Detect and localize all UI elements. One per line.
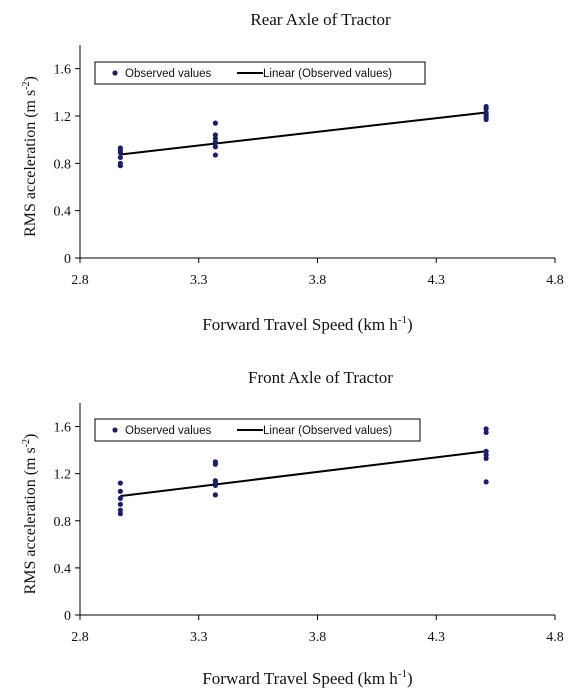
data-point	[117, 488, 123, 494]
legend-marker-observed	[112, 427, 118, 433]
y-tick-label: 0	[64, 252, 71, 267]
legend: Observed values Linear (Observed values)	[94, 61, 426, 85]
legend-label-observed: Observed values	[125, 68, 212, 80]
y-tick-label: 0.8	[54, 515, 72, 530]
x-tick-label: 4.3	[428, 630, 446, 645]
y-tick-label: 1.6	[54, 421, 72, 436]
y-axis-label: RMS acceleration (m s-2)	[21, 434, 39, 595]
x-tick-label: 4.3	[428, 273, 446, 288]
legend-label-linear: Linear (Observed values)	[263, 68, 392, 80]
y-tick-label: 0.4	[54, 562, 72, 577]
x-axis-label: Forward Travel Speed (km h-1)	[202, 668, 412, 688]
y-tick-label: 0	[64, 609, 71, 624]
data-point	[212, 152, 218, 158]
data-point	[117, 507, 123, 513]
y-tick-label: 1.2	[54, 468, 72, 483]
data-point	[212, 492, 218, 498]
data-point	[117, 501, 123, 507]
y-tick-label: 0.8	[54, 157, 72, 172]
x-tick-label: 4.8	[546, 273, 564, 288]
y-tick-label: 1.6	[54, 63, 72, 78]
x-axis-label: Forward Travel Speed (km h-1)	[202, 314, 412, 334]
x-tick-label: 3.8	[309, 630, 327, 645]
data-point	[212, 478, 218, 484]
legend-label-observed: Observed values	[125, 425, 212, 437]
x-tick-label: 2.8	[71, 630, 89, 645]
data-point	[212, 120, 218, 126]
chart-title: Front Axle of Tractor	[248, 368, 393, 387]
trend-line	[120, 450, 487, 498]
legend-marker-observed	[112, 70, 118, 76]
legend: Observed values Linear (Observed values)	[94, 418, 421, 442]
x-tick-label: 2.8	[71, 273, 89, 288]
data-point	[117, 480, 123, 486]
data-point	[212, 132, 218, 138]
data-point	[212, 144, 218, 150]
data-point	[117, 154, 123, 161]
data-point	[483, 479, 489, 485]
data-point	[483, 448, 489, 454]
y-tick-label: 1.2	[54, 110, 72, 125]
chart-title: Rear Axle of Tractor	[250, 10, 391, 29]
trend-line	[120, 111, 487, 156]
data-point	[117, 145, 123, 151]
x-tick-label: 3.3	[190, 273, 208, 288]
data-point	[483, 426, 489, 432]
data-point	[117, 160, 123, 166]
legend-label-linear: Linear (Observed values)	[263, 425, 392, 437]
data-point	[212, 459, 218, 465]
x-tick-label: 4.8	[546, 630, 564, 645]
x-tick-label: 3.3	[190, 630, 208, 645]
chart-rear-axle: Rear Axle of Tractor 0 0.4 0.8 1.2 1.6 2.8 3.3 3…	[21, 10, 564, 334]
data-point	[117, 495, 123, 501]
chart-front-axle: Front Axle of Tractor 0 0.4 0.8 1.2 1.6 2.8 3.3…	[21, 368, 564, 688]
x-tick-label: 3.8	[309, 273, 327, 288]
y-tick-label: 0.4	[54, 205, 72, 220]
y-axis-label: RMS acceleration (m s-2)	[21, 76, 39, 237]
data-point	[483, 103, 489, 110]
